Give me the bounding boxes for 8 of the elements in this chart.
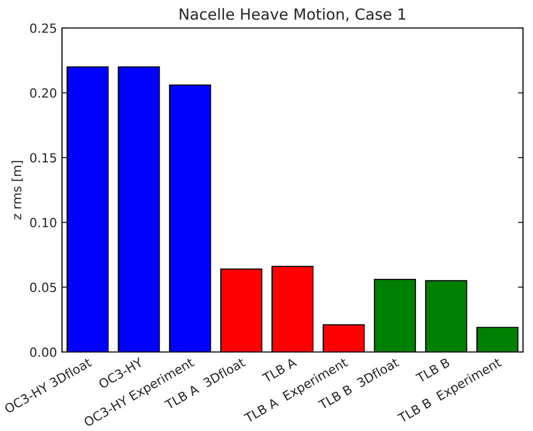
y-tick-label: 0.15 bbox=[30, 153, 56, 163]
y-tick-label: 0.00 bbox=[30, 347, 56, 357]
y-tick-label: 0.20 bbox=[30, 88, 56, 98]
y-tick-label: 0.05 bbox=[30, 282, 56, 292]
y-axis-title: z rms [m] bbox=[12, 161, 23, 220]
y-tick-label: 0.25 bbox=[30, 23, 56, 33]
chart-title: Nacelle Heave Motion, Case 1 bbox=[180, 8, 406, 22]
y-tick-label: 0.10 bbox=[30, 218, 56, 228]
